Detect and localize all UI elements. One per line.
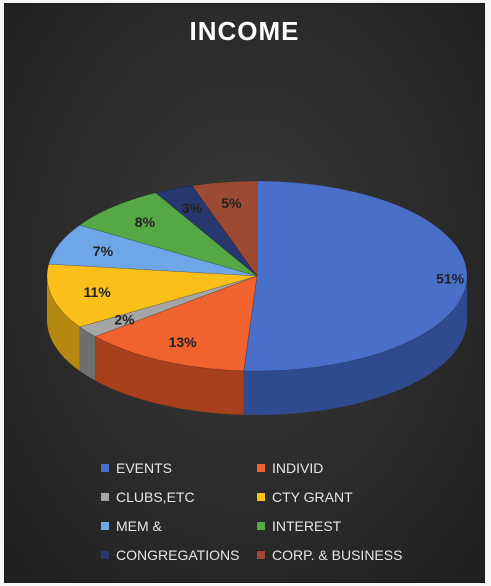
pie-side-clubs-etc [79,326,96,381]
data-label-events: 51% [436,271,465,287]
pie-slice-mem [48,224,258,277]
legend-label-individ: INDIVID [272,460,324,476]
pie-slice-events [243,180,468,372]
pie-side-walls [47,276,467,415]
chart-legend: EVENTS INDIVID CLUBS,ETC CTY GRANT MEM & INTE… [101,460,461,563]
data-label-corp-business: 5% [221,195,242,211]
pie-slice-corp-business [191,180,258,277]
legend-label-corp-business: CORP. & BUSINESS [272,547,403,563]
legend-swatch-congregations [101,551,109,559]
legend-swatch-individ [257,464,265,472]
legend-swatch-events [101,464,109,472]
pie-side-cty-grant [47,276,80,371]
legend-swatch-corp-business [257,551,265,559]
pie-chart: 51% 13% 2%11% 7% 8% 3% 5% [46,180,468,415]
pie-side-events [243,276,467,415]
chart-title: INCOME [189,16,300,46]
data-label-interest: 8% [135,214,156,230]
pie-data-labels: 51% 13% 2%11% 7% 8% 3% 5% [83,195,464,350]
data-label-cty-grant: 11% [83,284,111,300]
legend-item-interest: INTEREST [257,518,457,534]
legend-swatch-cty-grant [257,493,265,501]
legend-item-congregations: CONGREGATIONS [101,547,251,563]
legend-swatch-mem [101,522,109,530]
pie-top-faces [46,180,468,372]
data-label-mem: 7% [93,243,114,259]
pie-slice-clubs-etc [79,275,258,337]
legend-item-clubs-etc: CLUBS,ETC [101,489,251,505]
legend-item-mem: MEM & [101,518,251,534]
legend-item-events: EVENTS [101,460,251,476]
pie-slice-individ [94,275,258,372]
data-label-congregations: 3% [182,200,203,216]
data-label-clubs-etc: 2% [114,312,135,328]
legend-label-events: EVENTS [116,460,173,476]
pie-slice-congregations [155,185,258,277]
legend-swatch-interest [257,522,265,530]
chart-frame: INCOME 51% 13% 2% 11% 7% 8% 3% 5% EVENTS INDIVID… [4,3,485,583]
legend-label-clubs-etc: CLUBS,ETC [116,489,195,505]
legend-item-individ: INDIVID [257,460,457,476]
pie-slice-cty-grant [46,263,258,328]
legend-item-corp-business: CORP. & BUSINESS [257,547,457,563]
legend-item-cty-grant: CTY GRANT [257,489,457,505]
pie-side-individ [95,336,244,415]
data-label-individ: 13% [169,334,198,350]
legend-swatch-clubs-etc [101,493,109,501]
legend-label-cty-grant: CTY GRANT [272,489,353,505]
pie-slice-interest [79,192,258,277]
legend-label-congregations: CONGREGATIONS [116,547,240,563]
legend-label-mem: MEM & [116,518,162,534]
legend-label-interest: INTEREST [272,518,342,534]
